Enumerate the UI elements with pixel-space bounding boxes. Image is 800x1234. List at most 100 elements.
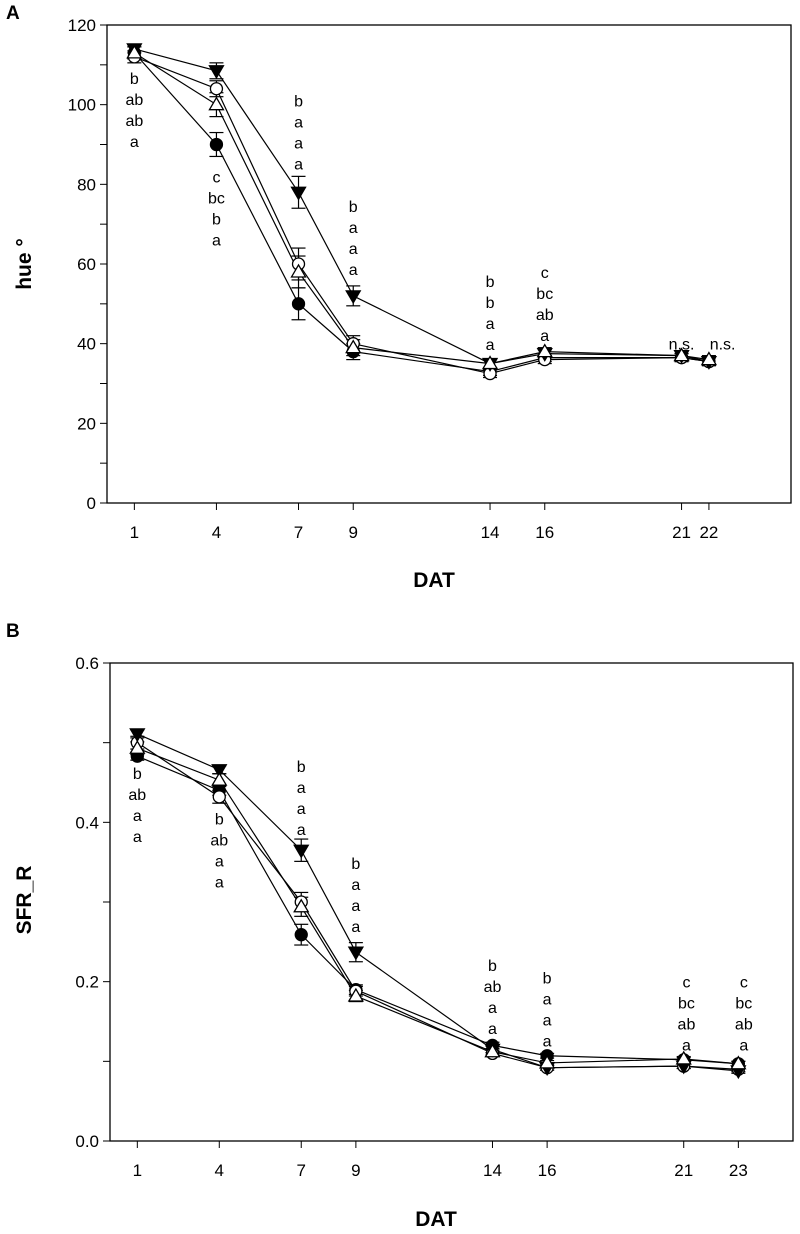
significance-letter: a: [133, 829, 142, 846]
y-tick-label: 120: [68, 16, 96, 35]
significance-letter: ab: [484, 979, 502, 996]
significance-letter: c: [740, 975, 748, 992]
y-axis-label-a: hue °: [13, 238, 36, 290]
significance-letter: b: [486, 295, 495, 312]
data-point-open-up-triangle: [208, 96, 225, 111]
data-point-open-up-triangle: [293, 898, 310, 913]
significance-letter: a: [682, 1038, 691, 1055]
data-point-filled-down-triangle: [208, 65, 225, 80]
significance-letter: a: [294, 136, 303, 153]
significance-letter: bc: [678, 996, 695, 1013]
y-tick-label: 60: [77, 255, 96, 274]
significance-letter: a: [297, 822, 306, 839]
significance-letter: a: [297, 801, 306, 818]
significance-letter: ab: [125, 92, 143, 109]
x-tick-label: 7: [294, 523, 303, 542]
y-tick-label: 40: [77, 335, 96, 354]
y-tick-label: 20: [77, 414, 96, 433]
significance-letter: a: [349, 241, 358, 258]
significance-letter: b: [488, 958, 497, 975]
y-axis-label-b: SFR_R: [13, 866, 36, 935]
data-point-open-up-triangle: [290, 263, 307, 278]
data-point-open-circle: [212, 790, 226, 804]
data-point-open-up-triangle: [347, 987, 365, 1002]
data-point-open-circle: [209, 82, 224, 96]
x-tick-label: 1: [133, 1161, 142, 1180]
x-tick-label: 7: [297, 1161, 306, 1180]
significance-letter: n.s.: [710, 337, 736, 354]
significance-letter: a: [351, 898, 360, 915]
data-point-open-up-triangle: [730, 1055, 747, 1070]
significance-letter: a: [212, 232, 221, 249]
significance-letter: a: [349, 220, 358, 237]
significance-letter: b: [543, 971, 552, 988]
series-line-filled-circle: [137, 755, 739, 1065]
significance-letter: a: [488, 1021, 497, 1038]
data-point-filled-down-triangle: [293, 844, 310, 859]
y-tick-label: 0: [87, 494, 96, 513]
data-point-open-up-triangle: [700, 351, 718, 366]
data-point-open-up-triangle: [345, 339, 362, 354]
x-tick-label: 14: [481, 523, 500, 542]
significance-letter: ab: [678, 1017, 696, 1034]
data-point-open-up-triangle: [211, 771, 228, 786]
significance-letter: c: [682, 975, 690, 992]
series-line-open-up-triangle: [137, 747, 739, 1065]
significance-letter: b: [294, 94, 303, 111]
data-point-filled-down-triangle: [211, 764, 228, 779]
panel-label-a: A: [6, 3, 20, 24]
data-point-open-up-triangle: [675, 1050, 692, 1065]
data-point-open-up-triangle: [536, 343, 553, 358]
significance-letter: a: [297, 780, 306, 797]
data-point-filled-circle: [294, 928, 308, 942]
significance-letter: ab: [210, 832, 228, 849]
y-tick-label: 0.6: [75, 654, 99, 673]
significance-letter: ab: [536, 307, 554, 324]
data-point-filled-down-triangle: [345, 290, 362, 305]
significance-letter: a: [488, 1000, 497, 1017]
data-point-filled-circle: [209, 137, 224, 152]
x-tick-label: 16: [538, 1161, 557, 1180]
plot-frame: [109, 662, 794, 1142]
x-axis-label-b: DAT: [415, 1208, 457, 1231]
series-line-open-circle: [134, 56, 710, 375]
data-point-open-up-triangle: [481, 355, 499, 370]
significance-letter: a: [739, 1038, 748, 1055]
significance-letter: bc: [208, 190, 225, 207]
x-axis-label-a: DAT: [413, 569, 455, 592]
significance-letter: bc: [536, 286, 553, 303]
significance-letter: a: [543, 992, 552, 1009]
significance-letter: c: [212, 169, 220, 186]
x-tick-label: 4: [215, 1161, 224, 1180]
data-point-filled-down-triangle: [129, 728, 146, 743]
data-point-filled-down-triangle: [347, 946, 365, 961]
x-tick-label: 16: [535, 523, 554, 542]
x-tick-label: 4: [212, 523, 221, 542]
significance-letter: a: [543, 1034, 552, 1051]
x-tick-label: 21: [674, 1161, 693, 1180]
data-point-open-up-triangle: [484, 1043, 501, 1058]
significance-letter: b: [130, 71, 139, 88]
significance-letter: ab: [125, 113, 143, 130]
series-line-open-circle: [136, 742, 739, 1070]
x-tick-label: 1: [130, 523, 139, 542]
significance-letter: a: [130, 134, 139, 151]
x-tick-label: 14: [483, 1161, 502, 1180]
y-tick-label: 100: [68, 96, 96, 115]
significance-letter: a: [215, 853, 224, 870]
significance-letter: bc: [735, 996, 752, 1013]
significance-letter: a: [486, 337, 495, 354]
x-tick-label: 9: [351, 1161, 360, 1180]
significance-letter: c: [541, 265, 549, 282]
data-point-open-up-triangle: [538, 1054, 556, 1069]
significance-letter: b: [349, 199, 358, 216]
significance-letter: b: [351, 856, 360, 873]
y-tick-label: 80: [77, 175, 96, 194]
significance-letter: a: [294, 157, 303, 174]
x-tick-label: 9: [349, 523, 358, 542]
significance-letter: b: [215, 811, 224, 828]
panel-label-b: B: [6, 621, 20, 642]
significance-letter: a: [133, 808, 142, 825]
